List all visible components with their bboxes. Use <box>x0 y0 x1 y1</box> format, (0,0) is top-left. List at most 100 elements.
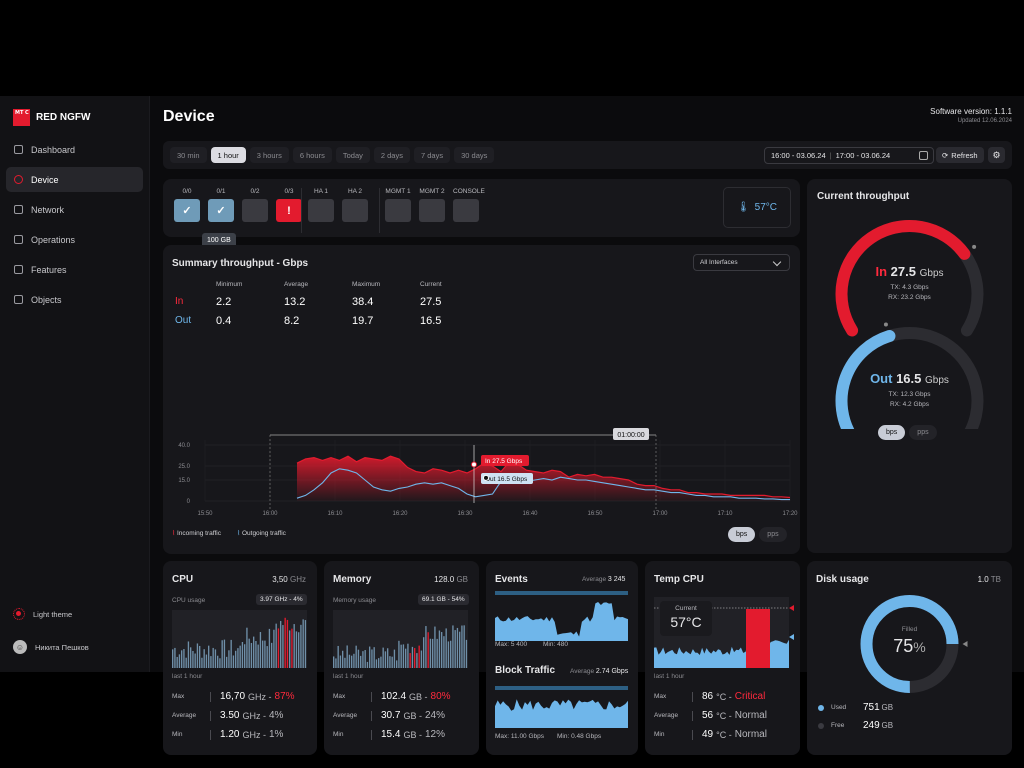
time-preset-1[interactable]: 1 hour <box>210 147 246 163</box>
time-preset-7[interactable]: 30 days <box>454 147 495 163</box>
block-traffic-title: Block Traffic <box>495 665 556 676</box>
sidebar-item-objects[interactable]: Objects <box>6 287 143 312</box>
time-preset-0[interactable]: 30 min <box>170 147 207 163</box>
bar <box>443 636 445 668</box>
time-preset-5[interactable]: 2 days <box>373 147 410 163</box>
time-preset-3[interactable]: 6 hours <box>292 147 332 163</box>
disk-title: Disk usage <box>816 574 869 585</box>
x-tick-label: 16:50 <box>587 511 603 517</box>
x-tick-label: 17:00 <box>652 511 668 517</box>
sidebar-item-network[interactable]: Network <box>6 197 143 222</box>
events-panel: Events Average 3 245 Max: 5 400 Min: 480… <box>486 561 638 755</box>
stat-row: Min 49 °C - Normal <box>654 729 767 740</box>
bar <box>246 627 248 668</box>
out-gauge-arc <box>835 330 896 429</box>
in-rx: RX: 23.2 Gbps <box>888 294 931 301</box>
port-1-1[interactable]: HA 2 <box>342 188 368 222</box>
port-icon <box>453 199 479 222</box>
sun-icon <box>13 608 25 620</box>
disk-usage-panel: Disk usage 1.0 TB Filled 75% Used 751 GB… <box>807 561 1012 755</box>
port-1-0[interactable]: HA 1 <box>308 188 334 222</box>
toggle-bps[interactable]: bps <box>878 425 906 440</box>
software-version: Software version: 1.1.1 Updated 12.06.20… <box>930 107 1012 124</box>
bar <box>414 648 416 668</box>
throughput-title: Current throughput <box>817 191 910 202</box>
bar <box>176 656 178 668</box>
bar <box>208 645 210 668</box>
time-preset-6[interactable]: 7 days <box>413 147 451 163</box>
stat-row: Average 56 °C - Normal <box>654 710 767 721</box>
sidebar-item-device[interactable]: Device <box>6 167 143 192</box>
bar <box>268 628 271 668</box>
sidebar-item-dashboard[interactable]: Dashboard <box>6 137 143 162</box>
bar <box>425 626 427 668</box>
in-max: 38.4 <box>352 296 374 308</box>
bar <box>389 656 391 668</box>
sidebar-item-operations[interactable]: Operations <box>6 227 143 252</box>
port-label: CONSOLE <box>453 188 485 195</box>
bar <box>205 654 208 668</box>
in-gauge-arc <box>835 220 971 337</box>
settings-button[interactable]: ⚙ <box>988 147 1005 163</box>
user-profile[interactable]: ☺ Никита Пешков <box>13 640 143 654</box>
bar <box>273 629 275 668</box>
bar <box>398 640 400 668</box>
bar <box>239 645 241 668</box>
stat-row: Min 1.20 GHz -1% <box>172 729 284 740</box>
bar <box>190 647 192 668</box>
bar <box>232 655 235 668</box>
toggle-pps[interactable]: pps <box>759 527 787 542</box>
objects-icon <box>14 295 23 304</box>
events-chart <box>495 591 628 641</box>
refresh-button[interactable]: ⟳ Refresh <box>936 147 984 163</box>
date-range-input[interactable]: 16:00 - 03.06.24 | 17:00 - 03.06.24 <box>764 147 934 164</box>
bar <box>333 656 335 668</box>
port-0-2[interactable]: 0/2 <box>242 188 268 222</box>
disk-filled-label: Filled <box>901 626 918 633</box>
port-label: HA 2 <box>347 188 363 195</box>
interface-dropdown[interactable]: All Interfaces <box>693 254 790 271</box>
bar <box>226 656 228 668</box>
time-preset-2[interactable]: 3 hours <box>249 147 289 163</box>
port-0-0[interactable]: 0/0 ✓ <box>174 188 200 222</box>
bar <box>286 619 289 668</box>
dashboard-icon <box>14 145 23 154</box>
bar <box>357 649 360 668</box>
time-range-bar: 30 min 1 hour 3 hours 6 hours Today 2 days 7 d… <box>163 141 1012 169</box>
stat-row: Min 15.4 GB -12% <box>333 729 445 740</box>
bar <box>244 644 246 668</box>
bar <box>219 658 221 668</box>
summary-throughput-panel: Summary throughput - Gbps All Interfaces… <box>163 245 800 554</box>
time-preset-4[interactable]: Today <box>335 147 370 163</box>
cpu-total: 3,50 GHz <box>272 575 306 584</box>
throughput-chart[interactable]: 40.0 25.0 15.0 0 15:50 16:00 16:10 16:20 16:30 16… <box>163 245 800 525</box>
bar <box>291 628 293 668</box>
bar <box>282 625 284 668</box>
toggle-bps[interactable]: bps <box>728 527 756 542</box>
logo-text: RED NGFW <box>36 112 91 123</box>
bar <box>461 625 463 668</box>
port-0-3[interactable]: 0/3! <box>276 188 302 222</box>
toggle-pps[interactable]: pps <box>909 425 937 440</box>
legend-incoming: ⌇ Incoming traffic <box>172 530 221 537</box>
port-label: 0/1 <box>216 188 226 195</box>
sidebar-item-features[interactable]: Features <box>6 257 143 282</box>
theme-toggle[interactable]: Light theme <box>13 608 143 620</box>
port-0-1[interactable]: 0/1 ✓ <box>208 188 234 222</box>
port-2-1[interactable]: MGMT 2 <box>419 188 445 222</box>
events-average: Average 3 245 <box>582 576 626 583</box>
time-presets: 30 min 1 hour 3 hours 6 hours Today 2 days 7 d… <box>170 147 495 163</box>
bar <box>185 657 187 668</box>
port-label: HA 1 <box>313 188 329 195</box>
port-group-data: 0/0 ✓ 0/1 ✓ 0/2 0/3! <box>174 188 302 222</box>
bar <box>423 637 425 668</box>
bar <box>174 647 176 668</box>
port-icon <box>308 199 334 222</box>
port-2-0[interactable]: MGMT 1 <box>385 188 411 222</box>
bar <box>382 647 384 668</box>
port-label: 0/3 <box>284 188 294 195</box>
used-arc <box>860 595 959 693</box>
port-2-2[interactable]: CONSOLE <box>453 188 485 222</box>
bar <box>237 648 239 668</box>
free-dot <box>818 722 824 729</box>
